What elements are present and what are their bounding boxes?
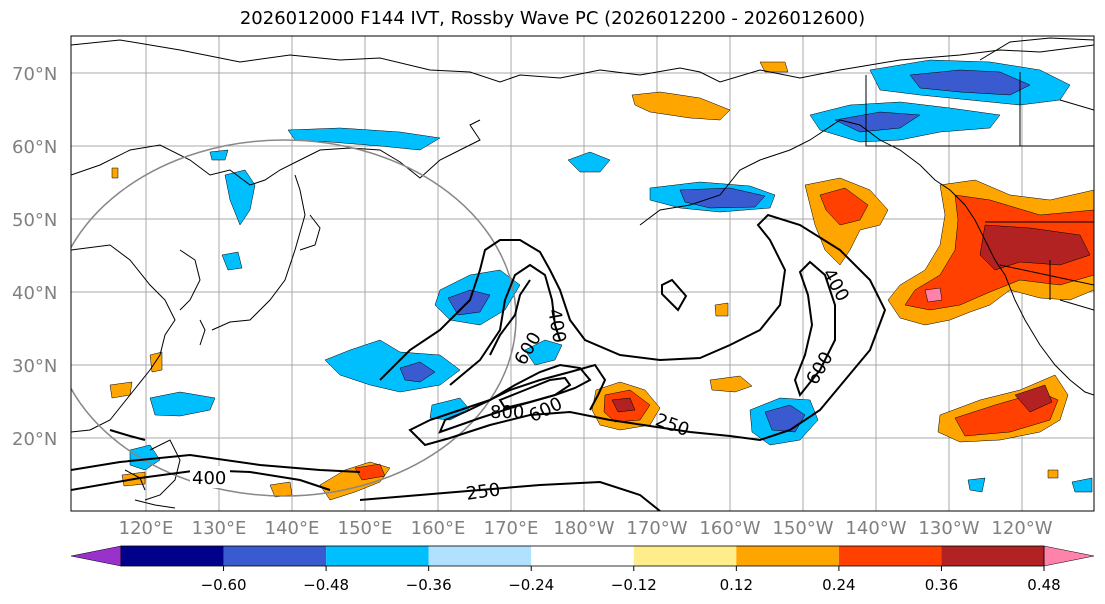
- contour-label: 400: [818, 265, 853, 305]
- contour-label: 600: [526, 393, 566, 427]
- colorbar-frame: [120, 545, 1045, 567]
- colorbar-swatch: [428, 546, 532, 566]
- colorbar-tick-label: 0.24: [822, 576, 855, 594]
- lon-label: 170°E: [484, 518, 539, 539]
- colorbar-tick-label: −0.48: [303, 576, 349, 594]
- colorbar-swatch: [633, 546, 737, 566]
- coastlines: [71, 37, 1094, 509]
- colorbar-swatch: [326, 546, 429, 566]
- contour-label: 400: [543, 307, 570, 344]
- colorbar-swatch: [736, 546, 839, 566]
- lon-label: 180°W: [553, 518, 614, 539]
- contour-label: 800: [490, 402, 524, 423]
- lon-label: 160°E: [411, 518, 466, 539]
- colorbar-tick-label: −0.24: [508, 576, 554, 594]
- contour-label: 250: [652, 410, 691, 441]
- lon-label: 150°W: [772, 518, 833, 539]
- lon-label: 120°W: [991, 518, 1052, 539]
- colorbar-extend-low: [70, 545, 122, 567]
- contour-labels: 400 600 800 600 400 600 250 400 250: [190, 265, 853, 505]
- lon-label: 130°W: [918, 518, 979, 539]
- lon-label: 130°E: [192, 518, 247, 539]
- colorbar: −0.60 −0.48 −0.36 −0.24 −0.12 0.12 0.24 0.36 0.4…: [70, 545, 1095, 594]
- colorbar-swatch: [531, 546, 634, 566]
- contour-label: 400: [192, 468, 226, 489]
- plot-frame: [70, 35, 1095, 512]
- latitude-labels: 70°N 60°N 50°N 40°N 30°N 20°N: [12, 64, 57, 450]
- colorbar-extend-high: [1043, 545, 1095, 567]
- lon-label: 150°E: [338, 518, 393, 539]
- lat-label: 70°N: [12, 64, 57, 85]
- ivt-contours: [71, 213, 887, 511]
- colorbar-tick-label: 0.12: [720, 576, 753, 594]
- contour-label: 600: [802, 348, 837, 388]
- lat-label: 60°N: [12, 137, 57, 158]
- colorbar-tick-label: 0.36: [925, 576, 958, 594]
- plot-area: 400 600 800 600 400 600 250 400 250: [71, 36, 1094, 511]
- colorbar-swatch: [838, 546, 942, 566]
- colorbar-swatch: [941, 546, 1044, 566]
- lon-label: 160°W: [699, 518, 760, 539]
- lon-label: 120°E: [119, 518, 174, 539]
- contour-label: 250: [465, 479, 502, 505]
- lat-label: 50°N: [12, 210, 57, 231]
- colorbar-tick-label: 0.48: [1027, 576, 1060, 594]
- lon-label: 140°W: [845, 518, 906, 539]
- lat-label: 40°N: [12, 283, 57, 304]
- map-title: 2026012000 F144 IVT, Rossby Wave PC (202…: [239, 8, 866, 29]
- colorbar-tick-label: −0.36: [406, 576, 452, 594]
- lon-label: 170°W: [626, 518, 687, 539]
- lon-label: 140°E: [265, 518, 320, 539]
- colorbar-swatch: [223, 546, 327, 566]
- lat-label: 20°N: [12, 429, 57, 450]
- lat-label: 30°N: [12, 356, 57, 377]
- colorbar-swatch: [121, 546, 224, 566]
- colorbar-tick-label: −0.12: [611, 576, 657, 594]
- colorbar-tick-label: −0.60: [201, 576, 247, 594]
- longitude-labels: 120°E 130°E 140°E 150°E 160°E 170°E 180°…: [119, 518, 1053, 539]
- rossby-wave-ellipse: [71, 139, 517, 497]
